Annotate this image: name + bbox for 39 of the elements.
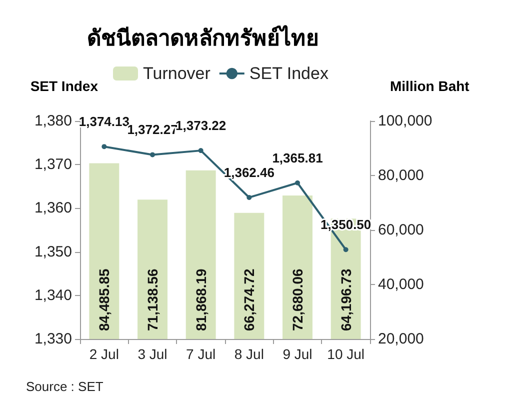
data-label: 72,680.06 [290, 268, 306, 331]
data-label: 1,373.22 [176, 118, 226, 134]
y2-tick-label: 60,000 [378, 222, 424, 238]
legend-label: SET Index [249, 64, 329, 83]
y2-axis-title: Million Baht [390, 78, 470, 94]
point [150, 152, 155, 158]
point [246, 194, 252, 200]
y-axis-title: SET Index [30, 78, 98, 94]
y-tick-label: 1,350 [34, 243, 72, 260]
data-label: 1,374.13 [78, 114, 130, 130]
y2-tick-label: 80,000 [378, 167, 424, 184]
y-tick-label: 1,370 [34, 156, 72, 174]
x-tick-label: 10 Jul [327, 346, 365, 362]
point [102, 144, 107, 150]
point [343, 247, 348, 252]
data-label: 1,365.81 [272, 150, 323, 166]
data-label: 64,196.73 [338, 268, 354, 331]
point [198, 148, 204, 154]
x-tick-label: 9 Jul [282, 346, 312, 362]
x-tick-label: 2 Jul [89, 346, 119, 362]
y2-tick-label: 20,000 [378, 330, 424, 348]
point [295, 180, 300, 186]
chart-title: ดัชนีตลาดหลักทรัพย์ไทย [87, 24, 319, 50]
data-label: 84,485.85 [96, 268, 112, 331]
data-label: 71,138.56 [144, 268, 160, 331]
data-label: 66,274.72 [241, 268, 258, 331]
x-tick-label: 7 Jul [186, 346, 216, 362]
y-tick-label: 1,380 [34, 112, 72, 130]
data-label: 81,868.19 [192, 268, 209, 331]
y2-tick-label: 100,000 [378, 112, 432, 130]
y-tick-label: 1,360 [34, 200, 72, 217]
x-tick-label: 3 Jul [138, 346, 168, 362]
y-tick-label: 1,340 [34, 286, 72, 304]
x-tick-label: 8 Jul [234, 346, 264, 362]
y2-tick-label: 40,000 [378, 276, 424, 293]
y-tick-label: 1,330 [34, 330, 72, 348]
data-label: 1,362.46 [224, 164, 274, 180]
source-note: Source : SET [26, 379, 104, 394]
legend-label: Turnover [143, 64, 211, 83]
